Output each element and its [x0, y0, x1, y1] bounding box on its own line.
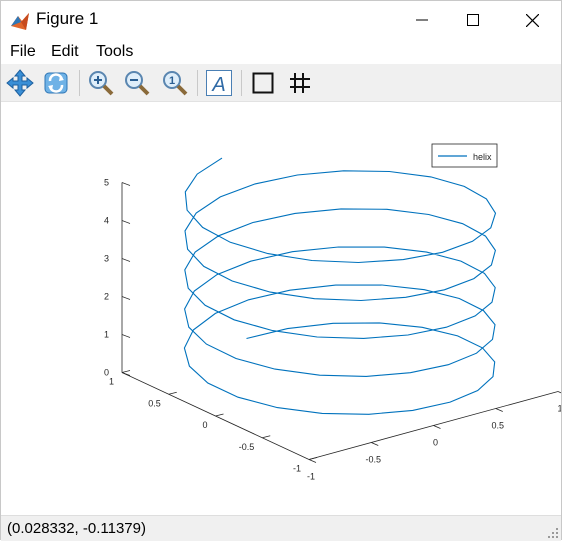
menu-bar: File Edit Tools [1, 39, 561, 64]
y-tick [121, 370, 131, 373]
pan-icon [6, 69, 34, 97]
text-tool-glyph: A [211, 74, 225, 96]
toolbar-separator [79, 70, 80, 96]
z-tick [121, 220, 131, 224]
zoom-reset-button[interactable]: 1 [160, 68, 190, 98]
cursor-coordinates: (0.028332, -0.11379) [7, 520, 146, 537]
z-tick-label: 1 [104, 330, 109, 340]
insert-text-button[interactable]: A [204, 68, 234, 98]
y-tick-label: -0.5 [239, 442, 255, 452]
svg-text:1: 1 [169, 75, 175, 87]
x-tick-label: 0 [433, 438, 438, 448]
y-tick-label: 0.5 [148, 398, 161, 408]
helix-series-line [183, 157, 497, 415]
x-tick [308, 459, 317, 463]
zoom-reset-icon: 1 [163, 71, 188, 96]
figure-canvas[interactable]: -1 -0.5 0 0.5 1 -1 -0.5 0 0.5 1 0 1 2 3 4 5 helix [1, 102, 562, 514]
menu-edit[interactable]: Edit [51, 43, 79, 60]
grid-toggle-icon [290, 73, 310, 93]
legend[interactable]: helix [431, 143, 498, 168]
rotate-3d-icon [44, 72, 68, 94]
zoom-out-icon [125, 71, 150, 96]
x-tick-label: -0.5 [365, 455, 381, 465]
z-tick [121, 334, 131, 338]
x-tick [433, 425, 441, 429]
z-tick-label: 5 [104, 178, 109, 188]
y-tick-label: -1 [293, 464, 301, 474]
title-bar[interactable]: Figure 1 [1, 1, 561, 39]
rotate-3d-button[interactable] [41, 68, 71, 98]
x-tick [557, 391, 562, 394]
toolbar-separator [241, 70, 242, 96]
pan-button[interactable] [5, 68, 35, 98]
y-tick [308, 457, 318, 460]
figure-toolbar: 1 A [1, 64, 561, 102]
minimize-button[interactable] [399, 1, 445, 39]
y-tick [168, 391, 177, 395]
y-tick [262, 435, 271, 439]
grid-toggle-button[interactable] [285, 68, 315, 98]
x-tick-label: -1 [307, 472, 315, 482]
z-tick-label: 4 [104, 216, 109, 226]
status-bar: (0.028332, -0.11379) [1, 515, 561, 541]
maximize-icon [467, 14, 479, 26]
zoom-out-button[interactable] [122, 68, 152, 98]
x-tick [371, 442, 379, 446]
z-tick-label: 0 [104, 368, 109, 378]
x-tick-label: 0.5 [491, 421, 504, 431]
y-tick-label: 0 [202, 420, 207, 430]
z-tick [121, 258, 131, 262]
zoom-in-button[interactable] [86, 68, 116, 98]
insert-text-icon: A [206, 70, 232, 96]
toolbar-separator [197, 70, 198, 96]
z-tick-label: 3 [104, 254, 109, 264]
box-toggle-icon [252, 72, 274, 94]
x-tick [495, 408, 503, 412]
menu-file[interactable]: File [10, 43, 36, 60]
z-tick [121, 296, 131, 300]
menu-tools[interactable]: Tools [96, 43, 134, 60]
maximize-button[interactable] [450, 1, 496, 39]
box-toggle-button[interactable] [248, 68, 278, 98]
z-tick [121, 372, 131, 376]
resize-grip-icon[interactable] [547, 527, 559, 539]
y-tick-label: 1 [109, 377, 114, 387]
zoom-in-icon [89, 71, 114, 96]
window-title: Figure 1 [36, 9, 99, 28]
close-button[interactable] [509, 1, 555, 39]
z-tick [121, 182, 131, 186]
matlab-figure-icon [11, 13, 29, 30]
minimize-icon [416, 19, 428, 21]
legend-entry-helix: helix [473, 152, 492, 162]
x-tick-label: 1 [557, 404, 561, 414]
y-tick [215, 413, 224, 417]
close-icon [525, 13, 539, 27]
z-tick-label: 2 [104, 292, 109, 302]
